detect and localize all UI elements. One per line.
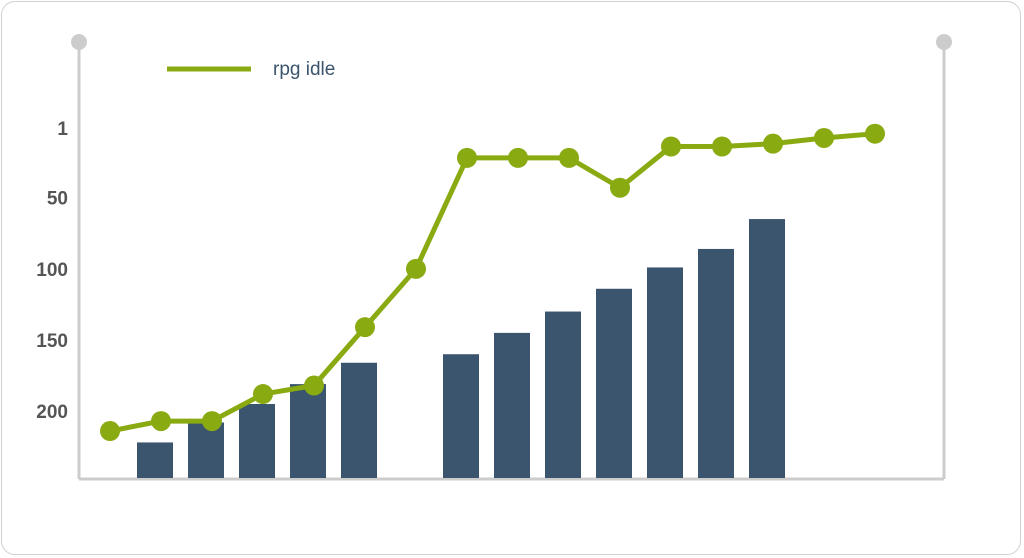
- series-point: [508, 147, 528, 168]
- bar: [239, 404, 275, 478]
- bar: [137, 442, 173, 478]
- line-series-rpg-idle: [100, 123, 885, 442]
- series-point: [202, 411, 222, 432]
- series-point: [406, 258, 426, 279]
- series-point: [457, 147, 477, 168]
- left-axis-cap: [71, 34, 87, 50]
- legend: rpg idle: [167, 59, 335, 80]
- bar: [749, 219, 785, 478]
- bar-series: [137, 219, 785, 478]
- bar: [698, 248, 734, 478]
- series-point: [763, 133, 783, 154]
- series-point: [610, 177, 630, 198]
- bar: [596, 288, 632, 478]
- y-tick-label: 100: [36, 260, 68, 281]
- series-point: [100, 421, 120, 442]
- y-tick-label: 1: [57, 119, 68, 140]
- series-point: [304, 375, 324, 396]
- right-axis-cap: [936, 34, 952, 50]
- series-point: [253, 384, 273, 405]
- series-point: [559, 147, 579, 168]
- bar: [443, 354, 479, 478]
- series-point: [712, 136, 732, 157]
- series-line: [109, 131, 876, 434]
- bar: [545, 311, 581, 478]
- y-tick-label: 200: [36, 402, 68, 423]
- bar: [188, 422, 224, 478]
- bar: [290, 384, 326, 478]
- chart-axes: [71, 34, 952, 481]
- legend-label-rpg-idle: rpg idle: [273, 59, 335, 80]
- series-point: [661, 136, 681, 157]
- series-point: [355, 317, 375, 338]
- series-point: [814, 127, 834, 148]
- bar: [647, 267, 683, 478]
- y-tick-label: 50: [47, 189, 68, 210]
- series-point: [865, 123, 885, 144]
- bar: [341, 362, 377, 478]
- bar: [494, 332, 530, 478]
- series-point: [151, 411, 171, 432]
- y-tick-label: 150: [36, 331, 68, 352]
